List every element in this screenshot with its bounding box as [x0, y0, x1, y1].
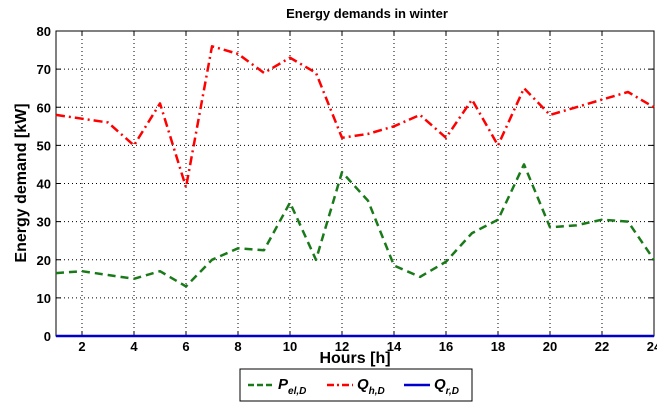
x-tick-label: 4	[130, 339, 138, 354]
x-axis-label: Hours [h]	[319, 350, 390, 367]
x-tick-label: 24	[647, 339, 657, 354]
y-tick-label: 60	[37, 100, 51, 115]
y-tick-label: 40	[37, 177, 51, 192]
series-line-1	[55, 163, 656, 288]
y-tick-label: 30	[37, 215, 51, 230]
x-tick-label: 12	[335, 339, 349, 354]
grid	[56, 31, 655, 336]
legend-label-2: Qh,D	[357, 376, 385, 397]
x-axis-ticks: 24681012141618202224	[78, 31, 657, 354]
legend-label-1: Pel,D	[278, 376, 306, 397]
x-tick-label: 16	[439, 339, 453, 354]
legend: Pel,D Qh,D Qr,D	[239, 368, 473, 402]
series-lines	[55, 45, 656, 338]
chart-title: Energy demands in winter	[286, 6, 448, 21]
legend-label-3: Qr,D	[434, 376, 459, 397]
y-tick-label: 70	[37, 62, 51, 77]
x-tick-label: 20	[543, 339, 557, 354]
y-tick-label: 10	[37, 291, 51, 306]
y-axis-ticks: 0 10 20 30 40 50 60 70 80	[37, 24, 654, 344]
y-tick-label: 0	[44, 329, 51, 344]
x-tick-label: 10	[283, 339, 297, 354]
y-tick-label: 50	[37, 138, 51, 153]
y-axis-label: Energy demand [kW]	[13, 103, 30, 262]
x-tick-label: 14	[387, 339, 402, 354]
y-tick-label: 80	[37, 24, 51, 39]
x-tick-label: 22	[595, 339, 609, 354]
x-tick-label: 6	[182, 339, 189, 354]
legend-box	[239, 368, 473, 402]
series-line-2	[55, 45, 655, 189]
y-tick-label: 20	[37, 253, 51, 268]
x-tick-label: 18	[491, 339, 505, 354]
x-tick-label: 8	[234, 339, 241, 354]
x-tick-label: 2	[78, 339, 85, 354]
